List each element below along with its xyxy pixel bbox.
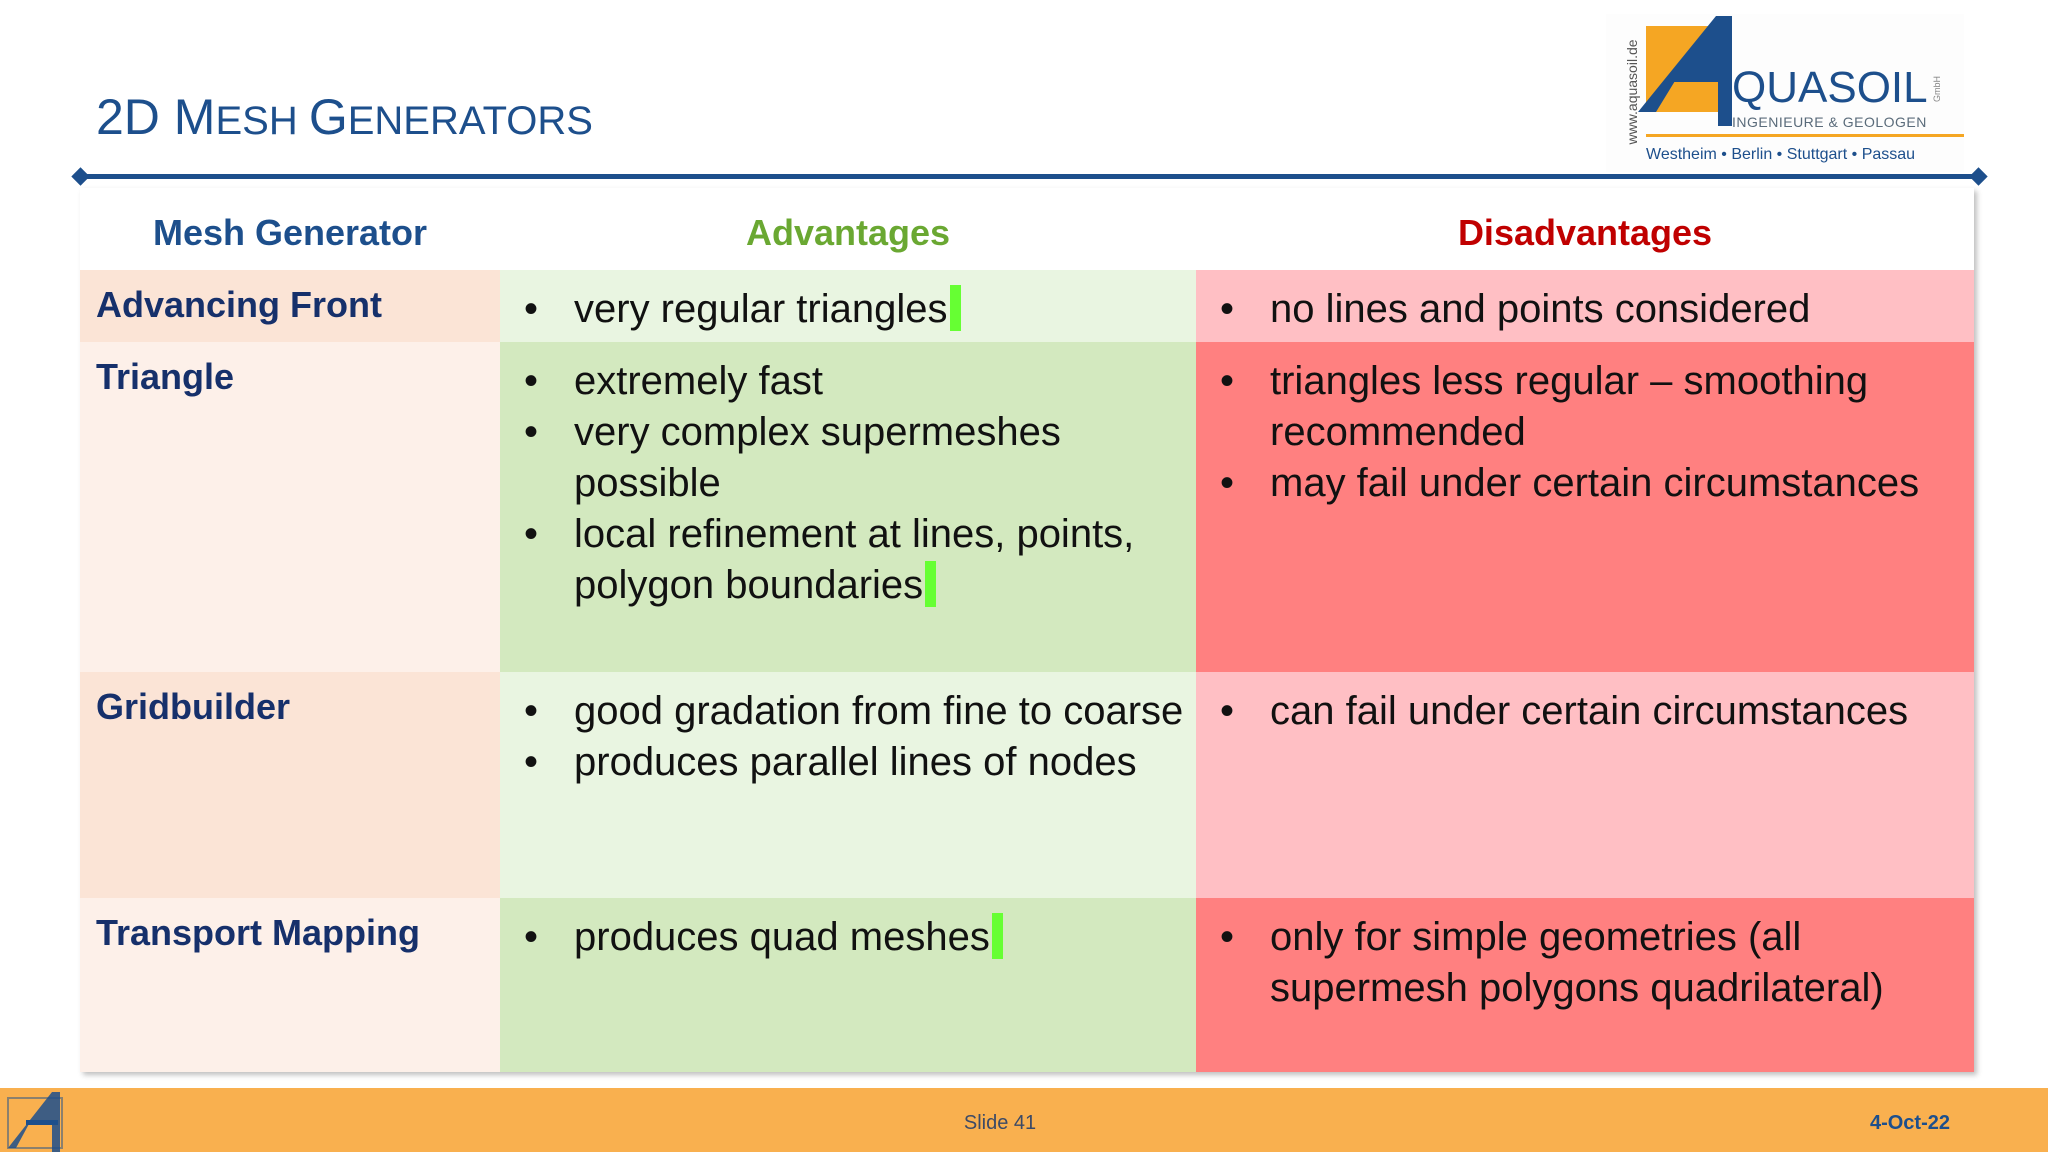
- disadvantage-item: • triangles less regular – smoothing reco…: [1212, 356, 1966, 458]
- title-text-part: G: [308, 89, 348, 145]
- disadvantage-item: • no lines and points considered: [1212, 284, 1966, 335]
- bullet-icon: •: [523, 689, 538, 733]
- bullet-icon: •: [523, 915, 538, 959]
- advantage-item: • local refinement at lines, points, poly…: [516, 509, 1188, 611]
- header-advantages: Advantages: [745, 212, 951, 253]
- table-header-row: Mesh Generator Advantages Disadvantages: [80, 188, 1974, 270]
- generator-name: Transport Mapping: [80, 898, 500, 1072]
- title-text-part: ENERATORS: [347, 99, 593, 143]
- slide-number: Slide 41: [963, 1112, 1037, 1134]
- title-divider: [80, 174, 1980, 179]
- disadvantages-cell: • no lines and points considered: [1196, 270, 1974, 342]
- table-row: Triangle • extremely fast • very complex s…: [80, 342, 1974, 672]
- logo-brand-name: QUASOIL: [1732, 63, 1928, 112]
- advantages-cell: • good gradation from fine to coarse • pro…: [500, 672, 1196, 898]
- bullet-icon: •: [523, 740, 538, 784]
- disadvantage-text: only for simple geometries (all supermes…: [1270, 915, 1884, 1010]
- advantage-item: • very complex supermeshes possible: [516, 407, 1188, 509]
- divider-diamond-right: [1969, 167, 1988, 186]
- bullet-icon: •: [523, 410, 538, 454]
- table-row: Gridbuilder • good gradation from fine to…: [80, 672, 1974, 898]
- text-cursor-marker: [949, 285, 961, 331]
- advantages-cell: • produces quad meshes: [500, 898, 1196, 1072]
- header-disadvantages: Disadvantages: [1457, 212, 1713, 253]
- slide-title: 2D MESH GENERATORS: [96, 92, 593, 142]
- title-text-part: ESH: [215, 99, 309, 143]
- disadvantages-cell: • can fail under certain circumstances: [1196, 672, 1974, 898]
- logo-subtitle: INGENIEURE & GEOLOGEN: [1732, 114, 1927, 130]
- disadvantage-text: can fail under certain circumstances: [1270, 689, 1909, 733]
- aquasoil-a-logo-icon: [1638, 16, 1732, 126]
- bullet-icon: •: [1219, 287, 1234, 331]
- disadvantage-item: • only for simple geometries (all superme…: [1212, 912, 1966, 1014]
- disadvantage-text: triangles less regular – smoothing recom…: [1270, 359, 1869, 454]
- header-mesh-generator: Mesh Generator: [152, 212, 428, 253]
- slide-date: 4-Oct-22: [1869, 1112, 1950, 1134]
- advantage-item: • good gradation from fine to coarse: [516, 686, 1188, 737]
- table-row: Transport Mapping • produces quad meshes …: [80, 898, 1974, 1072]
- advantage-text: very regular triangles: [574, 287, 948, 331]
- divider-diamond-left: [71, 167, 90, 186]
- advantage-text: extremely fast: [574, 359, 823, 403]
- disadvantages-cell: • triangles less regular – smoothing reco…: [1196, 342, 1974, 672]
- advantage-text: good gradation from fine to coarse: [574, 689, 1184, 733]
- logo-cities: Westheim • Berlin • Stuttgart • Passau: [1646, 146, 1916, 163]
- mesh-generator-table: Mesh Generator Advantages Disadvantages …: [80, 188, 1974, 1072]
- bullet-icon: •: [1219, 461, 1234, 505]
- disadvantage-text: may fail under certain circumstances: [1270, 461, 1920, 505]
- advantage-text: produces quad meshes: [574, 915, 990, 959]
- slide-footer: Slide 41 4-Oct-22: [0, 1088, 2048, 1152]
- text-cursor-marker: [925, 561, 937, 607]
- table-row: Advancing Front • very regular triangles …: [80, 270, 1974, 342]
- advantage-item: • extremely fast: [516, 356, 1188, 407]
- advantage-text: local refinement at lines, points, polyg…: [574, 512, 1135, 607]
- generator-name: Gridbuilder: [80, 672, 500, 898]
- bullet-icon: •: [1219, 915, 1234, 959]
- advantages-cell: • very regular triangles: [500, 270, 1196, 342]
- text-cursor-marker: [991, 913, 1003, 959]
- logo-legal-form: GmbH: [1932, 75, 1943, 103]
- logo-rule: [1646, 134, 1964, 137]
- advantage-text: very complex supermeshes possible: [574, 410, 1061, 505]
- bullet-icon: •: [523, 512, 538, 556]
- bullet-icon: •: [523, 287, 538, 331]
- bullet-icon: •: [523, 359, 538, 403]
- company-logo: www.aquasoil.de QUASOIL GmbH INGENIEURE …: [1606, 14, 1964, 172]
- advantage-item: • produces parallel lines of nodes: [516, 737, 1188, 788]
- advantage-item: • very regular triangles: [516, 284, 1188, 335]
- advantage-text: produces parallel lines of nodes: [574, 740, 1137, 784]
- title-text-part: 2D M: [96, 89, 216, 145]
- generator-name: Triangle: [80, 342, 500, 672]
- disadvantage-text: no lines and points considered: [1270, 287, 1811, 331]
- disadvantage-item: • may fail under certain circumstances: [1212, 458, 1966, 509]
- generator-name: Advancing Front: [80, 270, 500, 342]
- bullet-icon: •: [1219, 359, 1234, 403]
- advantage-item: • produces quad meshes: [516, 912, 1188, 963]
- disadvantage-item: • can fail under certain circumstances: [1212, 686, 1966, 737]
- advantages-cell: • extremely fast • very complex supermeshe…: [500, 342, 1196, 672]
- disadvantages-cell: • only for simple geometries (all superme…: [1196, 898, 1974, 1072]
- bullet-icon: •: [1219, 689, 1234, 733]
- aquasoil-a-logo-icon: [7, 1092, 63, 1152]
